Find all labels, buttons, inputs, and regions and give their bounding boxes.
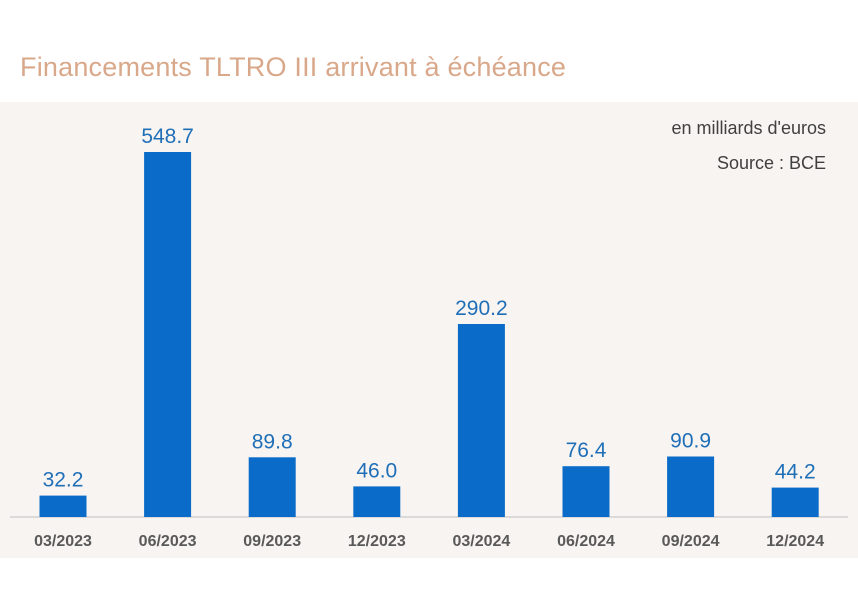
value-label-5: 76.4 — [566, 439, 607, 462]
bar-6 — [667, 456, 715, 517]
value-label-2: 89.8 — [252, 430, 293, 453]
bar-4 — [457, 324, 505, 517]
bar-2 — [248, 457, 296, 517]
value-label-3: 46.0 — [356, 459, 397, 482]
x-tick-label-7: 12/2024 — [766, 533, 824, 550]
source-note: Source : BCE — [716, 153, 826, 173]
bar-7 — [771, 487, 819, 517]
value-label-0: 32.2 — [43, 469, 84, 492]
value-label-7: 44.2 — [775, 461, 816, 484]
x-tick-label-0: 03/2023 — [34, 533, 92, 550]
plot-area — [0, 102, 858, 558]
x-tick-label-5: 06/2024 — [557, 533, 615, 550]
bar-3 — [353, 486, 401, 517]
x-tick-label-3: 12/2023 — [348, 533, 406, 550]
x-tick-label-6: 09/2024 — [662, 533, 720, 550]
x-tick-label-4: 03/2024 — [452, 533, 510, 550]
value-label-4: 290.2 — [455, 297, 508, 320]
value-label-6: 90.9 — [670, 430, 711, 453]
bar-1 — [144, 152, 192, 517]
value-label-1: 548.7 — [141, 125, 194, 148]
bar-5 — [562, 466, 610, 517]
unit-note: en milliards d'euros — [671, 118, 826, 138]
x-tick-label-1: 06/2023 — [139, 533, 197, 550]
chart-title: Financements TLTRO III arrivant à échéan… — [20, 52, 567, 82]
bar-0 — [39, 495, 87, 517]
x-tick-label-2: 09/2023 — [243, 533, 301, 550]
